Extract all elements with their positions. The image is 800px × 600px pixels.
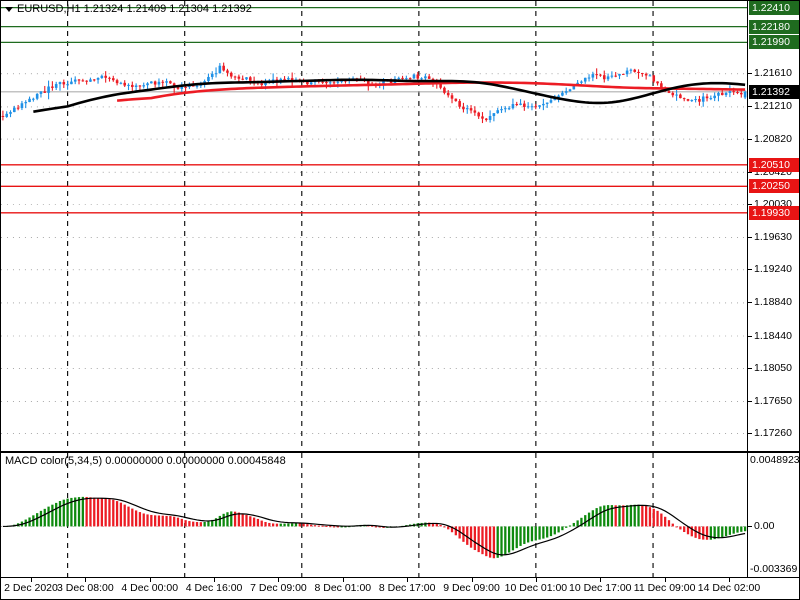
tick-mark [748, 106, 752, 108]
price-plot-area[interactable] [1, 1, 747, 451]
time-axis-label: 9 Dec 09:00 [443, 582, 500, 594]
macd-scale-mid: 0.00 [748, 520, 800, 533]
time-tick-mark [214, 578, 216, 582]
time-tick-mark [729, 578, 730, 582]
resistance-level-label[interactable]: 1.22410 [749, 0, 799, 15]
price-tick-label: 1.17260 [754, 427, 792, 440]
price-tick-label: 1.19630 [754, 231, 792, 244]
time-tick-mark [664, 578, 666, 582]
time-axis-label: 7 Dec 09:00 [250, 582, 307, 594]
macd-plot-area[interactable] [1, 453, 747, 577]
time-axis-label: 14 Dec 02:00 [697, 582, 761, 594]
time-axis-label: 3 Dec 08:00 [57, 582, 114, 594]
price-tick-label: 1.18440 [754, 329, 792, 342]
time-tick-mark [535, 578, 537, 582]
support-level-label[interactable]: 1.20510 [749, 157, 799, 172]
price-tick: 1.19630 [748, 231, 800, 244]
support-level-label[interactable]: 1.20250 [749, 179, 799, 194]
macd-indicator-pane[interactable]: 0.0048923 0.00 -0.003369 MACD color(5,34,5… [0, 452, 800, 578]
time-tick-mark [600, 578, 602, 582]
tick-mark [748, 269, 752, 271]
time-tick-mark [342, 578, 344, 582]
time-axis-label: 10 Dec 01:00 [504, 582, 568, 594]
price-tick: 1.20820 [748, 133, 800, 146]
macd-scale-top-label: 0.0048923 [750, 454, 800, 466]
price-tick-label: 1.17650 [754, 394, 792, 407]
tick-mark [748, 367, 752, 369]
time-tick-mark [407, 578, 409, 582]
macd-scale-mid-label: 0.00 [754, 519, 775, 532]
tick-mark [748, 335, 752, 337]
time-tick-mark [85, 578, 87, 582]
tick-mark [748, 302, 752, 304]
tick-mark [748, 138, 752, 140]
tick-mark [748, 400, 752, 402]
support-level-label[interactable]: 1.19930 [749, 205, 799, 220]
time-tick-mark [278, 578, 280, 582]
time-axis-label: 2 Dec 2020 [4, 582, 58, 594]
macd-axis[interactable]: 0.0048923 0.00 -0.003369 [747, 453, 800, 577]
tick-mark [748, 73, 752, 75]
time-tick-mark [149, 578, 151, 582]
price-series-svg [1, 1, 747, 451]
chevron-down-icon[interactable] [5, 6, 13, 12]
price-tick: 1.18840 [748, 296, 800, 309]
time-tick-mark [471, 578, 473, 582]
time-axis-label: 10 Dec 17:00 [569, 582, 632, 594]
price-axis[interactable]: 1.216101.212101.208201.204201.200301.196… [747, 0, 800, 451]
resistance-level-label[interactable]: 1.22180 [749, 19, 799, 34]
price-tick-label: 1.21610 [754, 67, 792, 80]
price-chart-pane[interactable]: 1.216101.212101.208201.204201.200301.196… [0, 0, 800, 452]
price-tick-label: 1.18050 [754, 361, 792, 374]
time-axis[interactable]: 2 Dec 2020 3 Dec 08:00 4 Dec 00:00 4 Dec 16… [0, 578, 800, 600]
tick-mark [748, 171, 752, 173]
tick-mark [748, 237, 752, 239]
chart-header: EURUSD,H1 1.21324 1.21409 1.21304 1.2139… [5, 3, 252, 15]
macd-scale-top: 0.0048923 [748, 454, 800, 467]
tick-mark [748, 525, 752, 527]
macd-scale-bottom-label: -0.003369 [750, 563, 798, 575]
time-tick-mark [31, 578, 32, 582]
price-tick: 1.18440 [748, 330, 800, 343]
time-axis-label: 4 Dec 16:00 [185, 582, 243, 594]
tick-mark [748, 203, 752, 205]
price-tick-label: 1.20820 [754, 132, 792, 145]
price-tick: 1.21610 [748, 67, 800, 80]
price-tick: 1.17650 [748, 395, 800, 408]
tick-mark [748, 433, 752, 435]
symbol-ohlc-label: EURUSD,H1 1.21324 1.21409 1.21304 1.2139… [17, 3, 252, 16]
price-tick: 1.21210 [748, 100, 800, 113]
time-axis-label: 8 Dec 17:00 [378, 582, 436, 594]
price-tick: 1.18050 [748, 362, 800, 375]
price-tick: 1.17260 [748, 427, 800, 440]
time-axis-label: 8 Dec 01:00 [314, 582, 372, 594]
price-tick-label: 1.19240 [754, 263, 792, 276]
current-price-label[interactable]: 1.21392 [749, 84, 799, 99]
macd-label: MACD color(5,34,5) 0.00000000 0.00000000… [5, 455, 286, 467]
price-tick-label: 1.21210 [754, 100, 792, 113]
resistance-level-label[interactable]: 1.21990 [749, 35, 799, 50]
price-tick: 1.19240 [748, 263, 800, 276]
price-tick-label: 1.18840 [754, 296, 792, 309]
macd-scale-bottom: -0.003369 [748, 563, 800, 576]
macd-series-svg [1, 453, 747, 577]
time-axis-label: 11 Dec 09:00 [633, 582, 696, 594]
time-axis-label: 4 Dec 00:00 [121, 582, 179, 594]
